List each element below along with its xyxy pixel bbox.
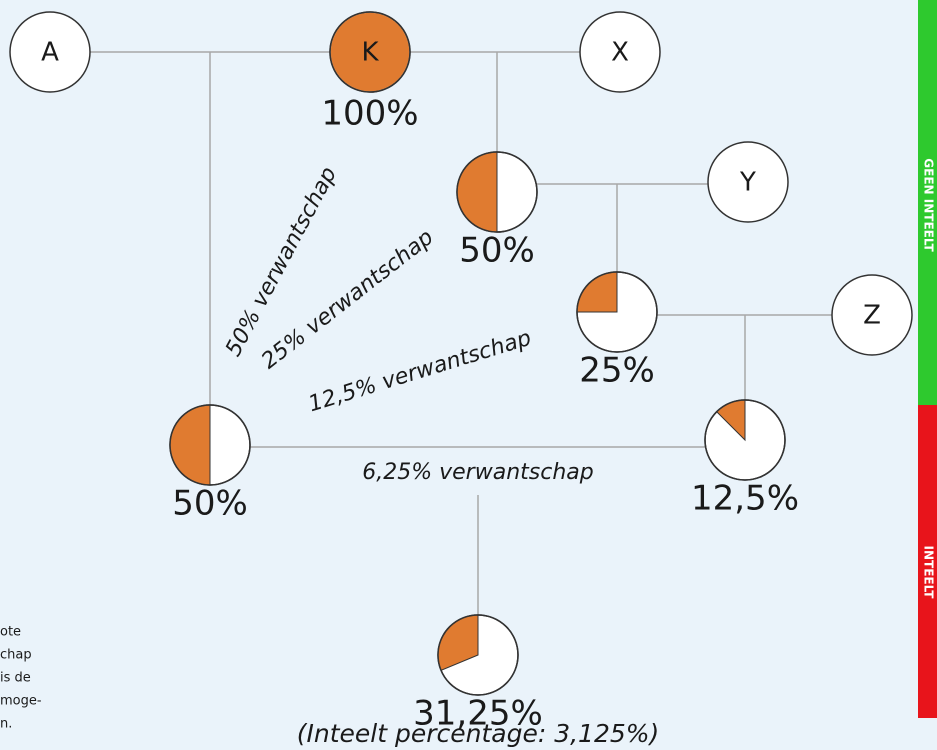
node-circle	[9, 11, 91, 93]
scale-green	[918, 0, 937, 405]
node-circle	[831, 274, 913, 356]
node-percent: 100%	[321, 94, 418, 134]
node-label: X	[611, 38, 629, 68]
node-percent: 31,25%	[413, 694, 543, 734]
node-outline	[329, 11, 411, 93]
relation-label: 12,5% verwantschap	[306, 326, 535, 418]
node-percent: 50%	[172, 484, 248, 524]
scale-bar: GEEN INTEELT INTEELT	[918, 0, 937, 718]
side-line: n.	[0, 717, 12, 732]
node-percent: 12,5%	[691, 479, 799, 519]
pie-fill	[330, 12, 410, 92]
node-circle	[579, 11, 661, 93]
node-outline	[169, 404, 251, 486]
node-outline	[704, 399, 786, 481]
side-text: ote chap is de moge- n.	[0, 625, 42, 732]
node-percent: 25%	[579, 351, 655, 391]
side-line: is de	[0, 671, 31, 686]
pie-fill	[456, 151, 498, 233]
side-line: ote	[0, 625, 21, 640]
scale-label: INTEELT	[922, 546, 936, 600]
node-outline	[576, 271, 658, 353]
node-outline	[437, 614, 519, 696]
node-percent: 50%	[459, 231, 535, 271]
side-line: chap	[0, 648, 32, 663]
pie-fill	[169, 404, 211, 486]
node-circle	[707, 141, 789, 223]
relation-label: 6,25% verwantschap	[362, 460, 593, 485]
node-note: (Inteelt percentage: 3,125%)	[297, 719, 660, 748]
scale-label: GEEN INTEELT	[922, 158, 936, 252]
nodes: A 100% K X 50% Y 25% Z 50% 12,5% 31,25%(Inteelt pe…	[9, 11, 913, 748]
node-label: Y	[739, 168, 756, 198]
connectors	[90, 51, 832, 615]
side-line: moge-	[0, 694, 42, 709]
node-outline	[456, 151, 538, 233]
node-label: K	[361, 38, 379, 68]
scale-red	[918, 405, 937, 718]
node-label: A	[41, 38, 59, 68]
node-label: Z	[863, 301, 881, 331]
